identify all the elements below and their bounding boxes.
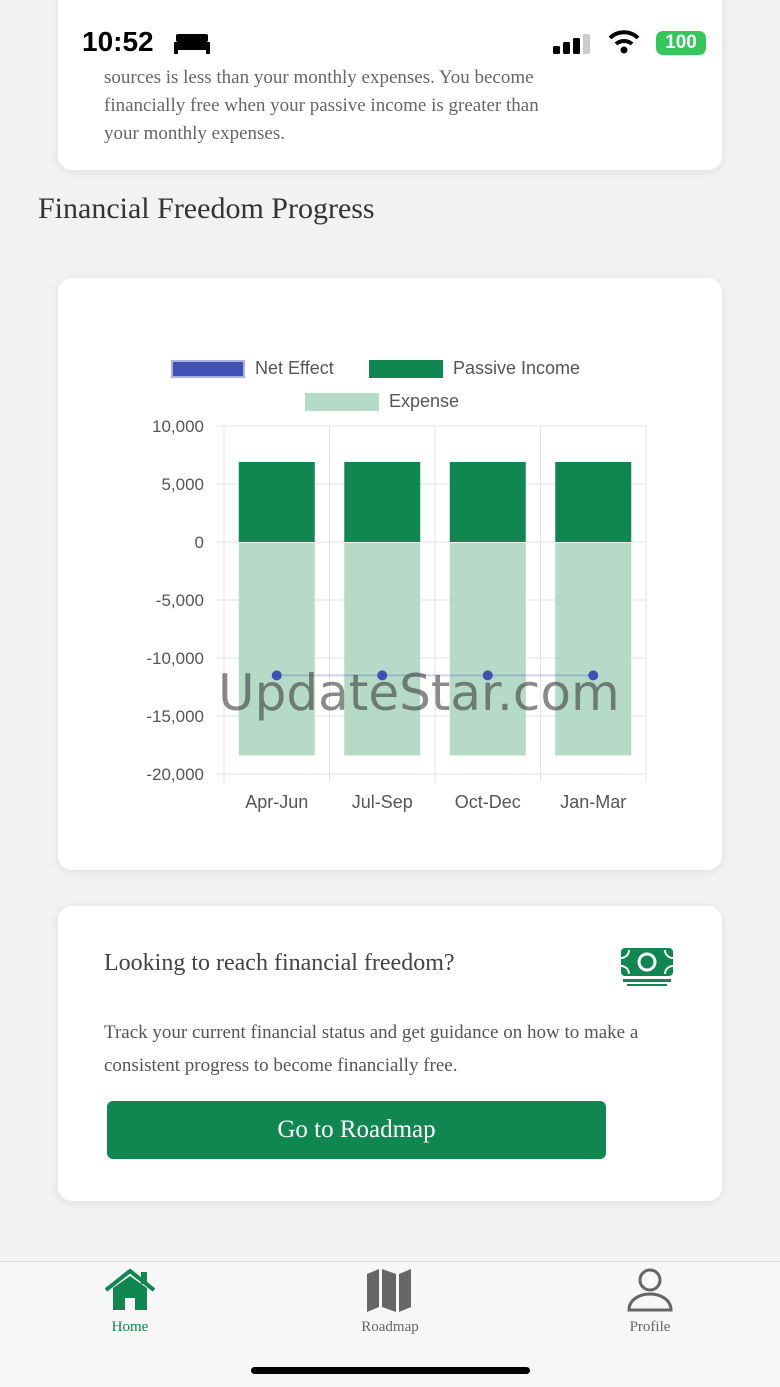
status-bar: 10:52 100 xyxy=(0,26,780,62)
x-tick-label: Jan-Mar xyxy=(560,792,626,812)
y-tick-label: -15,000 xyxy=(146,707,204,726)
chart: 10,000 5,000 0 -5,000 -10,000 -15,000 -20,000 A… xyxy=(146,417,647,812)
tab-label: Roadmap xyxy=(361,1319,419,1335)
money-bill-icon xyxy=(620,948,674,986)
y-tick-label: 10,000 xyxy=(152,417,204,436)
bar-expense xyxy=(449,543,526,756)
y-tick-label: -10,000 xyxy=(146,649,204,668)
net-effect-point xyxy=(377,670,388,681)
x-tick-label: Jul-Sep xyxy=(352,792,413,812)
bar-expense xyxy=(344,543,421,756)
legend-net-effect[interactable]: Net Effect xyxy=(171,358,334,379)
tab-home[interactable]: Home xyxy=(70,1262,190,1336)
y-tick-label: 5,000 xyxy=(161,475,204,494)
legend-passive-income[interactable]: Passive Income xyxy=(369,358,580,379)
home-icon xyxy=(104,1268,156,1310)
battery-icon: 100 xyxy=(656,31,706,55)
y-tick-label: -5,000 xyxy=(156,591,204,610)
net-effect-point xyxy=(482,670,493,681)
tab-profile[interactable]: Profile xyxy=(590,1262,710,1336)
bar-passive-income xyxy=(449,461,526,542)
bar-expense xyxy=(238,543,315,756)
legend-label: Net Effect xyxy=(255,358,334,378)
cta-title: Looking to reach financial freedom? xyxy=(104,950,455,976)
cta-text: Track your current financial status and … xyxy=(104,1022,639,1076)
intro-card: sources is less than your monthly expens… xyxy=(58,0,722,170)
y-tick-label: 0 xyxy=(195,533,204,552)
signal-icon xyxy=(553,34,590,54)
status-time: 10:52 xyxy=(82,26,154,57)
x-tick-label: Oct-Dec xyxy=(455,792,521,812)
user-icon xyxy=(627,1268,673,1312)
x-tick-label: Apr-Jun xyxy=(245,792,308,812)
legend-swatch xyxy=(305,392,379,411)
map-icon xyxy=(367,1269,411,1312)
section-title: Financial Freedom Progress xyxy=(38,192,375,225)
bar-passive-income xyxy=(555,461,632,542)
legend-swatch xyxy=(369,359,443,378)
bar-passive-income xyxy=(238,461,315,542)
wifi-icon xyxy=(608,30,640,54)
intro-line: your monthly expenses. xyxy=(104,123,286,144)
bar-expense xyxy=(555,543,632,756)
legend-label: Expense xyxy=(389,391,460,411)
tab-label: Profile xyxy=(629,1319,671,1335)
net-effect-point xyxy=(588,670,599,681)
legend-swatch xyxy=(171,359,245,378)
go-to-roadmap-button[interactable]: Go to Roadmap xyxy=(107,1101,606,1159)
intro-line: financially free when your passive incom… xyxy=(104,95,539,116)
bar-passive-income xyxy=(344,461,421,542)
legend-expense[interactable]: Expense xyxy=(305,391,459,412)
y-tick-label: -20,000 xyxy=(146,765,204,784)
tab-bar: Home Roadmap Profile xyxy=(0,1261,780,1387)
home-indicator xyxy=(251,1367,530,1374)
net-effect-point xyxy=(271,670,282,681)
tab-roadmap[interactable]: Roadmap xyxy=(330,1262,450,1336)
bed-icon xyxy=(174,34,210,54)
intro-text: sources is less than your monthly expens… xyxy=(104,64,664,148)
intro-line: sources is less than your monthly expens… xyxy=(104,67,534,88)
cta-card: Looking to reach financial freedom? Trac… xyxy=(58,906,722,1201)
tab-label: Home xyxy=(111,1319,149,1335)
legend-label: Passive Income xyxy=(453,358,581,378)
